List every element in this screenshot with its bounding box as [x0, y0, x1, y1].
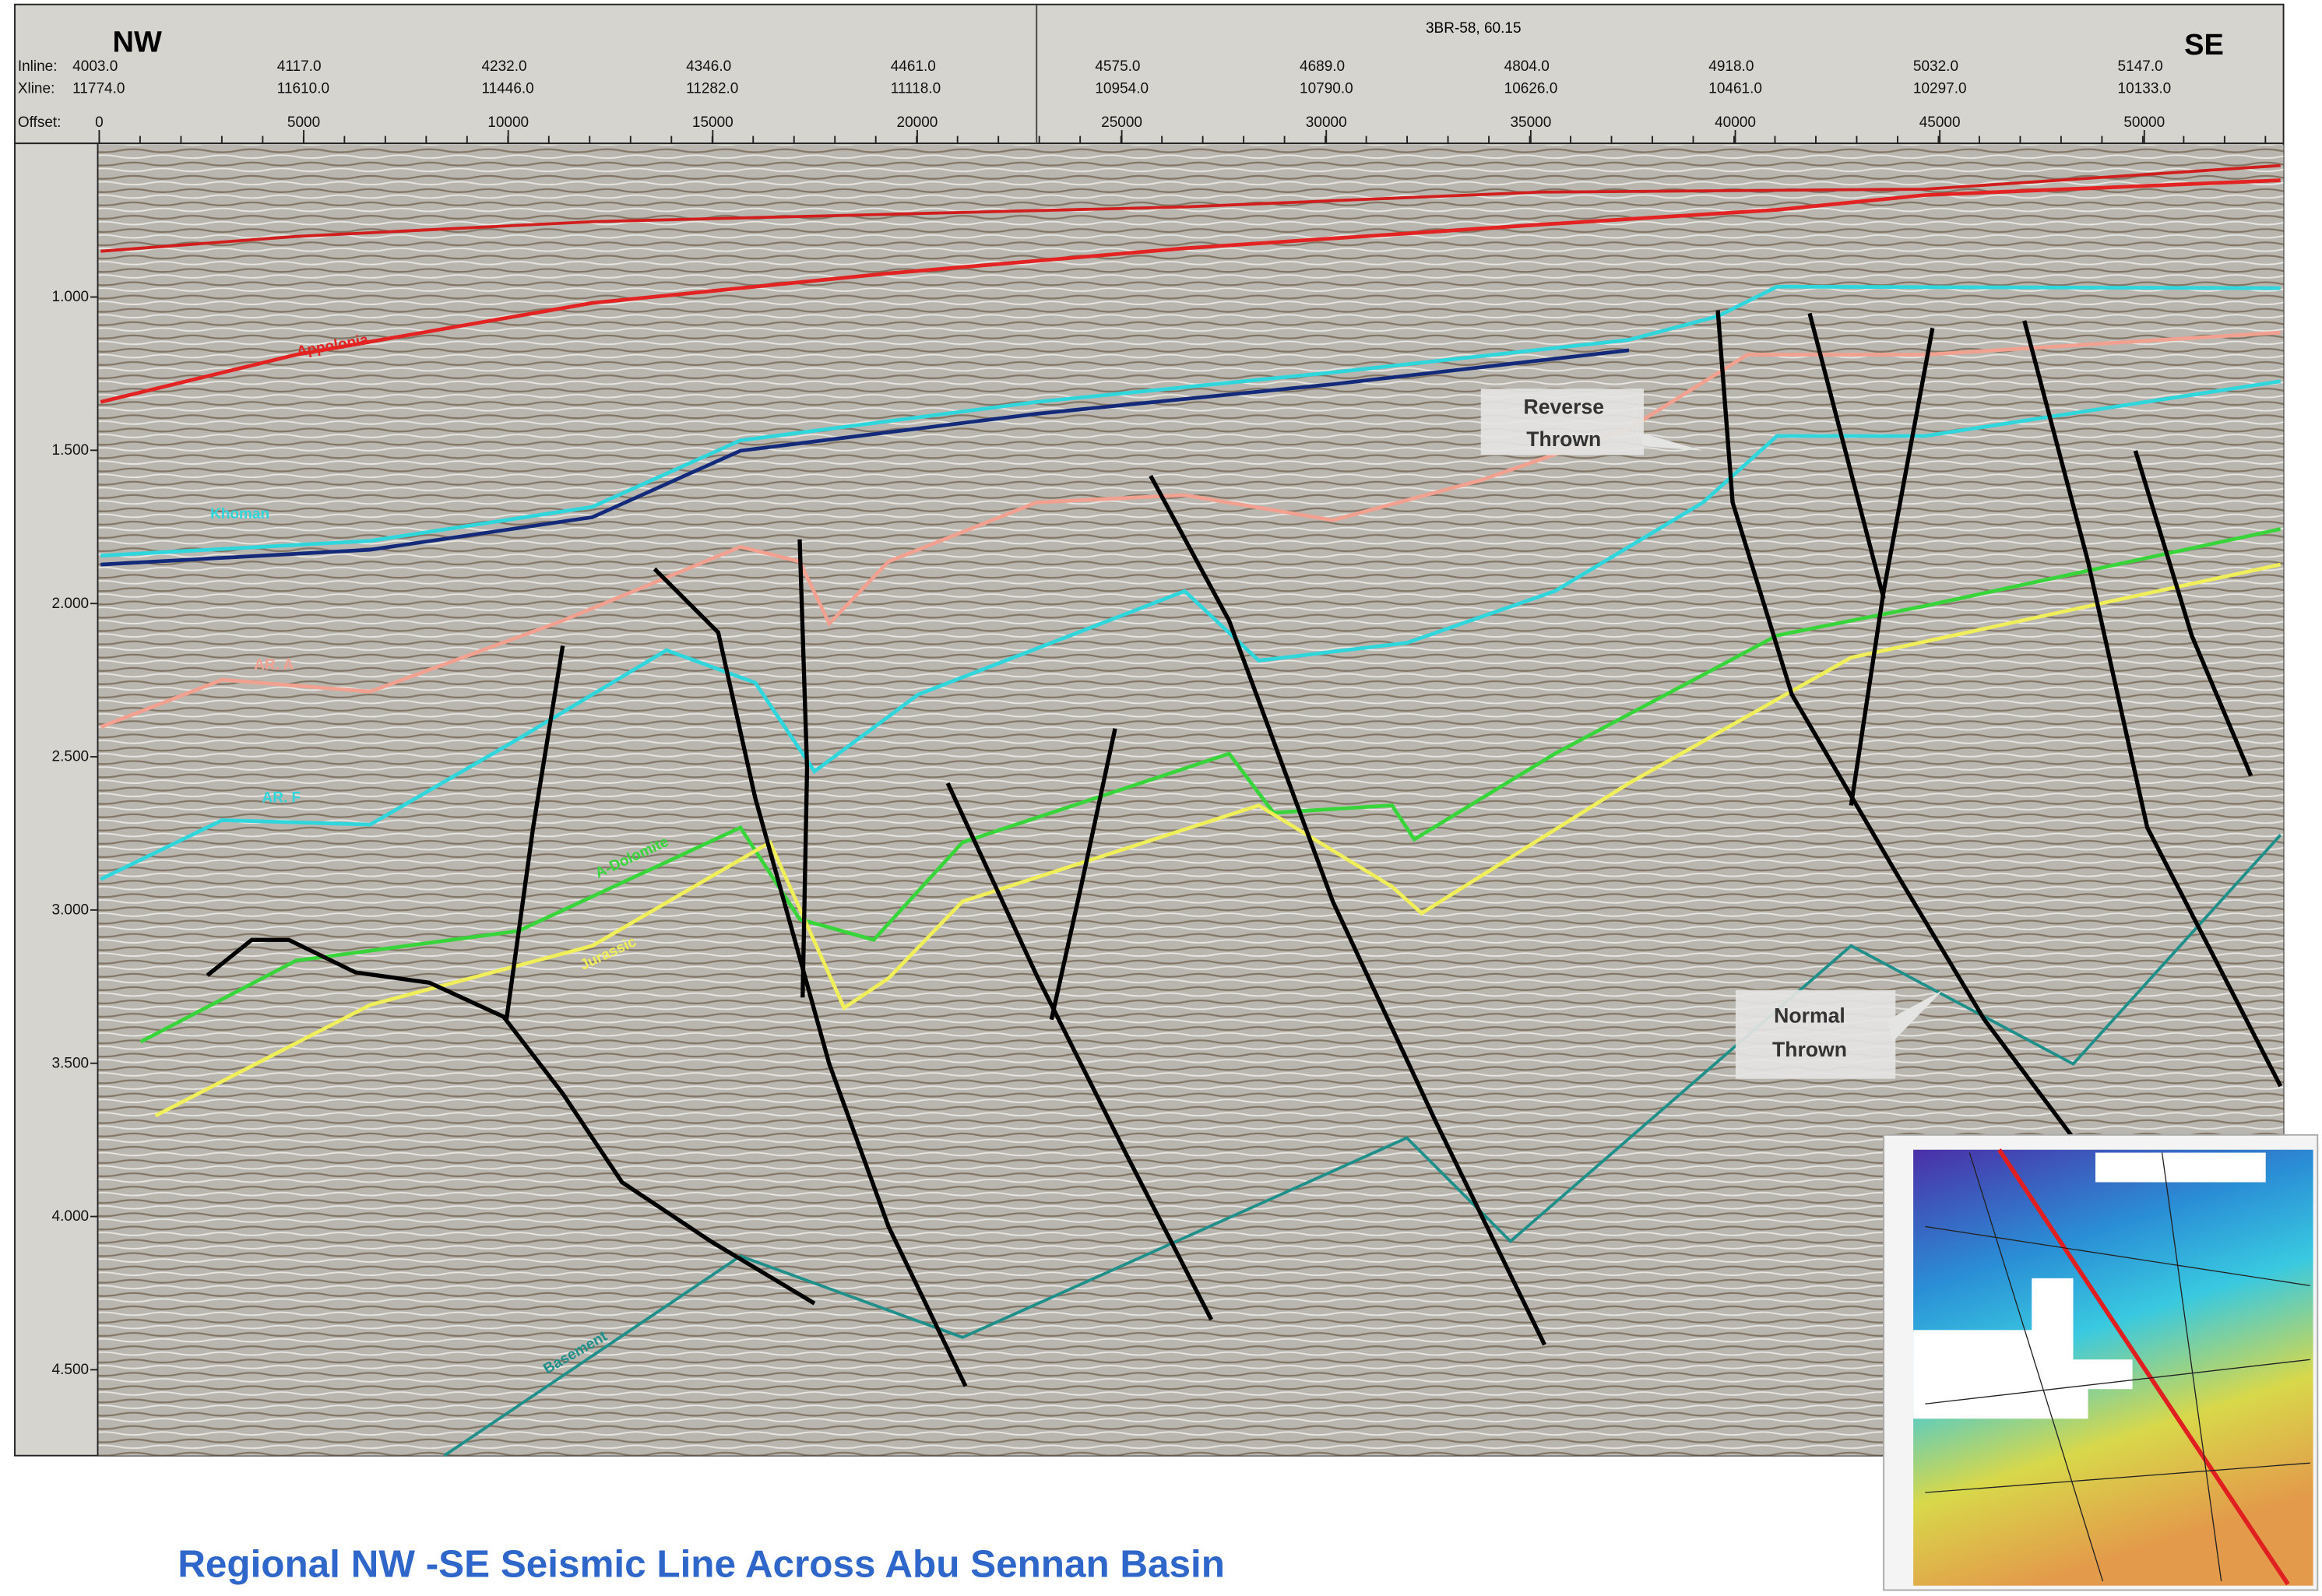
offset-label: 45000: [1919, 114, 1961, 131]
callout-text: Normal: [1774, 1004, 1845, 1028]
offset-label: 5000: [287, 114, 320, 131]
row-label: Inline:: [18, 58, 58, 75]
callout-text: Thrown: [1526, 427, 1601, 451]
xline-label: 11610.0: [277, 81, 329, 97]
inline-label: 4117.0: [277, 58, 322, 75]
inline-label: 4689.0: [1300, 58, 1345, 75]
time-label: 4.000: [52, 1208, 90, 1225]
location-map: [1883, 1134, 2319, 1591]
map-contours: [1925, 1152, 2310, 1582]
well-marker: 3BR-58, 60.15: [1426, 20, 1522, 37]
nw-label: NW: [113, 26, 162, 58]
callout-pointer: [1636, 431, 1704, 451]
offset-label: 25000: [1101, 114, 1142, 131]
faults: [206, 310, 2283, 1387]
inline-label: 4804.0: [1504, 58, 1550, 75]
xline-label: 11774.0: [72, 81, 125, 97]
xline-label: 10626.0: [1504, 81, 1558, 97]
callout-pointer: [1888, 990, 1944, 1042]
xline-label: 11118.0: [891, 81, 941, 97]
inline-label: 5147.0: [2118, 58, 2163, 75]
xline-label: 11282.0: [686, 81, 738, 97]
xline-label: 11446.0: [481, 81, 533, 97]
time-label: 1.500: [52, 442, 90, 459]
offset-label: 20000: [897, 114, 938, 131]
callout-text: Thrown: [1772, 1038, 1847, 1061]
time-label: 3.500: [52, 1055, 90, 1071]
time-label: 2.500: [52, 749, 90, 765]
caption: Regional NW -SE Seismic Line Across Abu …: [178, 1542, 1225, 1585]
map-scale: [2095, 1152, 2266, 1183]
offset-label: 35000: [1510, 114, 1551, 131]
horizon-label: Khoman: [210, 506, 269, 522]
xline-label: 10954.0: [1095, 81, 1149, 97]
time-label: 1.000: [52, 289, 90, 305]
offset-label: 15000: [692, 114, 734, 131]
offset-label: 10000: [487, 114, 529, 131]
time-label: 3.000: [52, 902, 90, 919]
map-blank: [1913, 1278, 2133, 1419]
callout-box: [1735, 990, 1896, 1079]
offset-label: 0: [95, 114, 104, 131]
inline-label: 4003.0: [72, 58, 118, 75]
offset-label: 50000: [2123, 114, 2165, 131]
inline-label: 5032.0: [1913, 58, 1958, 75]
offset-label: 30000: [1306, 114, 1347, 131]
callouts: Reverse Thrown Normal Thrown: [1480, 388, 1944, 1079]
inline-label: 4918.0: [1708, 58, 1754, 75]
inline-label: 4575.0: [1095, 58, 1140, 75]
xline-label: 10790.0: [1300, 81, 1353, 97]
horizon-label: AR. A: [254, 657, 294, 673]
xline-label: 10297.0: [1913, 81, 1967, 97]
horizons: [100, 163, 2282, 1457]
xline-label: 10461.0: [1708, 81, 1762, 97]
callout-box: [1480, 388, 1644, 455]
inline-label: 4461.0: [891, 58, 936, 75]
row-label: Xline:: [18, 81, 55, 97]
time-label: 2.000: [52, 596, 90, 612]
xline-label: 10133.0: [2118, 81, 2172, 97]
time-label: 4.500: [52, 1362, 90, 1378]
offset-label: 40000: [1715, 114, 1756, 131]
row-label: Offset:: [18, 114, 62, 131]
section-trace: [1997, 1148, 2290, 1586]
se-label: SE: [2184, 29, 2224, 62]
callout-text: Reverse: [1524, 395, 1605, 419]
inline-label: 4232.0: [481, 58, 526, 75]
horizon-label: AR. F: [262, 790, 301, 807]
inline-label: 4346.0: [686, 58, 731, 75]
